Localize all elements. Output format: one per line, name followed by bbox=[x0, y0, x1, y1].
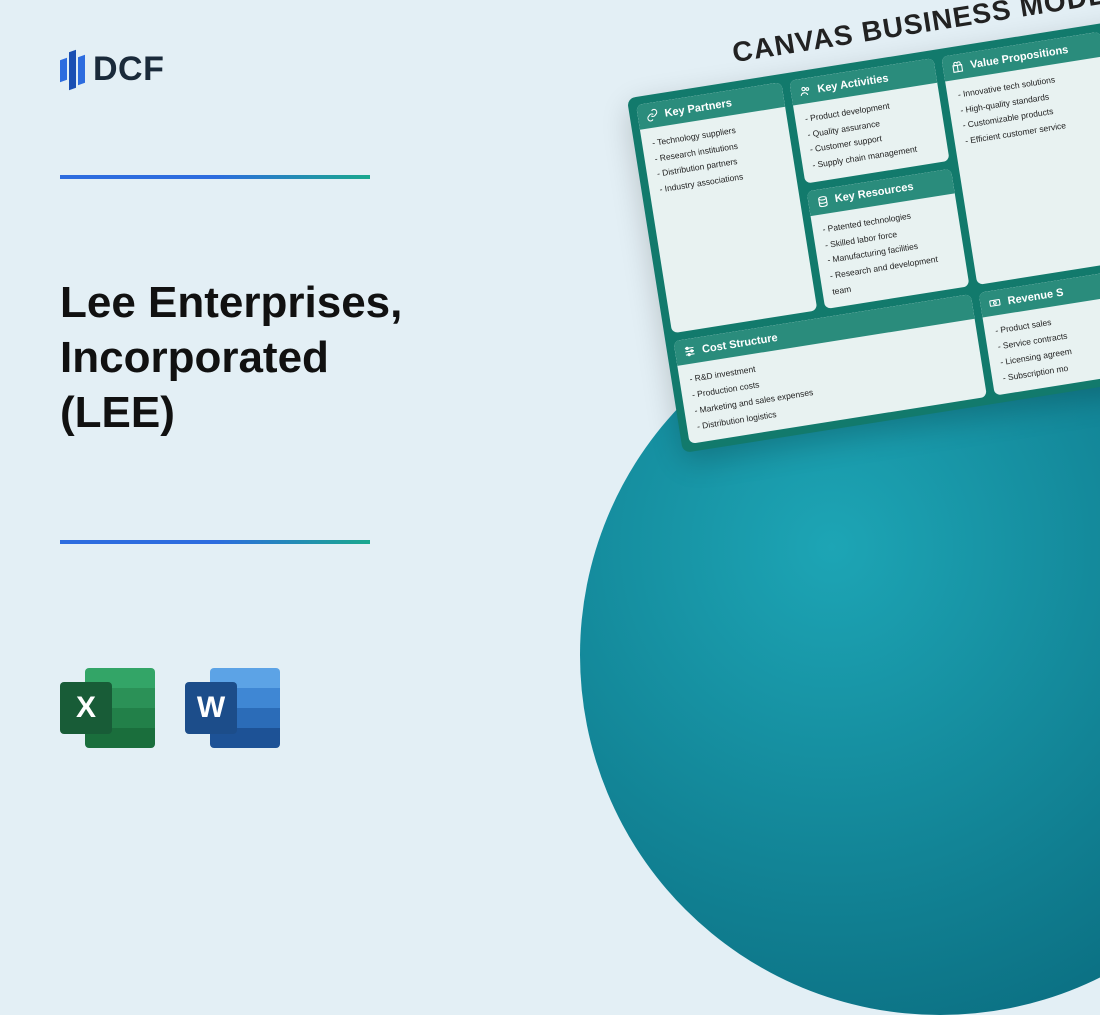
cell-header-label: Revenue S bbox=[1007, 287, 1064, 308]
cash-icon bbox=[988, 296, 1003, 311]
cell-body: Technology suppliersResearch institution… bbox=[640, 107, 817, 334]
logo-bars-icon bbox=[60, 51, 85, 89]
canvas-business-model: CANVAS BUSINESS MODEL Key Partners Techn… bbox=[620, 0, 1100, 453]
dcf-logo: DCF bbox=[60, 50, 164, 89]
page-title: Lee Enterprises, Incorporated (LEE) bbox=[60, 275, 402, 440]
cell-key-partners: Key Partners Technology suppliersResearc… bbox=[636, 82, 817, 334]
gift-icon bbox=[951, 59, 966, 74]
divider-bottom bbox=[60, 540, 370, 544]
cell-key-resources: Key Resources Patented technologiesSkill… bbox=[806, 168, 970, 309]
excel-badge: X bbox=[60, 682, 112, 734]
logo-text: DCF bbox=[93, 50, 164, 89]
word-badge: W bbox=[185, 682, 237, 734]
sliders-icon bbox=[682, 344, 697, 359]
database-icon bbox=[815, 194, 830, 209]
file-icons: X W bbox=[60, 660, 280, 755]
divider-top bbox=[60, 175, 370, 179]
cell-body: Innovative tech solutionsHigh-quality st… bbox=[946, 56, 1100, 285]
cell-value-propositions: Value Propositions Innovative tech solut… bbox=[942, 32, 1100, 286]
cell-key-activities: Key Activities Product developmentQualit… bbox=[789, 58, 950, 184]
link-icon bbox=[645, 108, 660, 123]
users-icon bbox=[798, 84, 813, 99]
excel-icon: X bbox=[60, 660, 155, 755]
word-icon: W bbox=[185, 660, 280, 755]
